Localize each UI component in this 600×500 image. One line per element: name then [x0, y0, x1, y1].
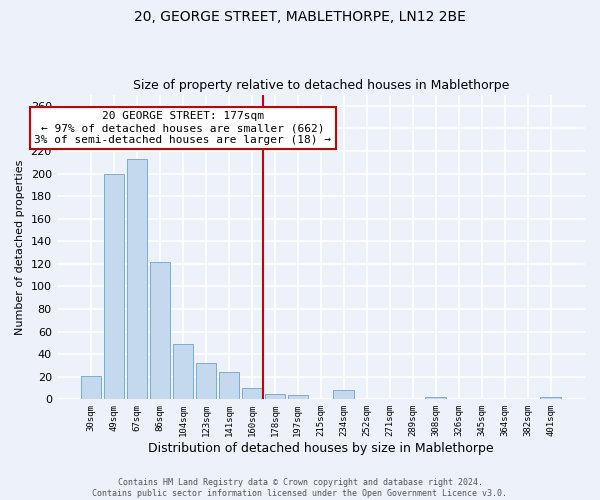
Y-axis label: Number of detached properties: Number of detached properties [15, 160, 25, 334]
Bar [287, 395, 308, 400]
Bar [127, 159, 148, 400]
Text: 20, GEORGE STREET, MABLETHORPE, LN12 2BE: 20, GEORGE STREET, MABLETHORPE, LN12 2BE [134, 10, 466, 24]
X-axis label: Distribution of detached houses by size in Mablethorpe: Distribution of detached houses by size … [148, 442, 494, 455]
Bar [265, 394, 285, 400]
Bar [334, 390, 354, 400]
Text: Contains HM Land Registry data © Crown copyright and database right 2024.
Contai: Contains HM Land Registry data © Crown c… [92, 478, 508, 498]
Bar [541, 397, 561, 400]
Bar [242, 388, 262, 400]
Bar [196, 363, 216, 400]
Bar [173, 344, 193, 400]
Bar [218, 372, 239, 400]
Bar [149, 262, 170, 400]
Title: Size of property relative to detached houses in Mablethorpe: Size of property relative to detached ho… [133, 79, 509, 92]
Bar [104, 174, 124, 400]
Bar [425, 397, 446, 400]
Text: 20 GEORGE STREET: 177sqm
← 97% of detached houses are smaller (662)
3% of semi-d: 20 GEORGE STREET: 177sqm ← 97% of detach… [34, 112, 331, 144]
Bar [80, 376, 101, 400]
